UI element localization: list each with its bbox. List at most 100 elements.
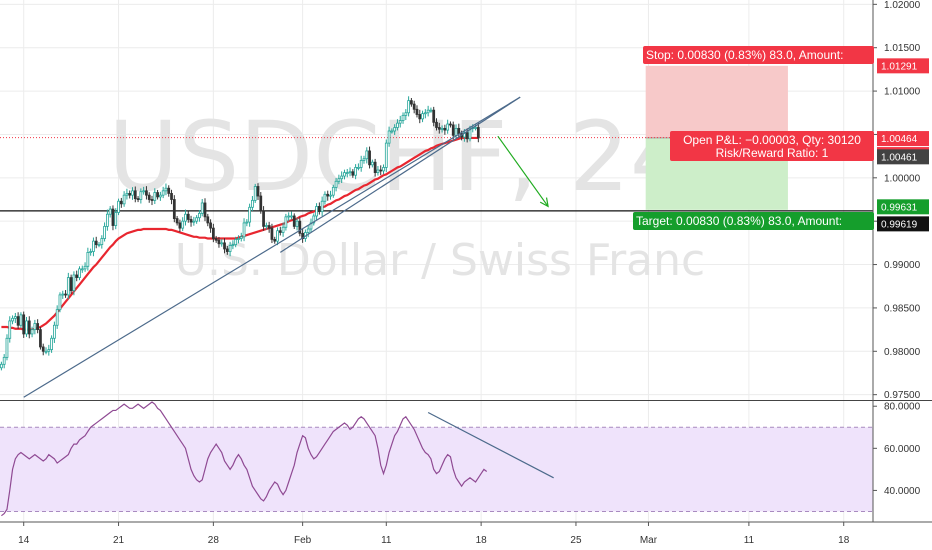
candle xyxy=(203,198,207,222)
rsi-tick-label: 60.0000 xyxy=(884,444,921,455)
stop-label[interactable]: Stop: 0.00830 (0.83%) 83.0, Amount: xyxy=(643,46,874,64)
candles xyxy=(0,96,480,371)
candle xyxy=(33,319,37,335)
candle xyxy=(317,202,321,215)
candle xyxy=(209,219,212,233)
y-tick-label: 1.01000 xyxy=(884,87,921,98)
candle xyxy=(64,290,67,298)
trendline[interactable] xyxy=(23,96,521,398)
current-price-tag: 1.00464 xyxy=(877,131,929,147)
candle xyxy=(117,198,120,216)
candle xyxy=(239,232,243,242)
y-tick-label: 0.99000 xyxy=(884,260,921,271)
candle xyxy=(242,218,246,242)
candle xyxy=(192,216,196,226)
candle xyxy=(368,146,371,169)
candle xyxy=(393,124,397,135)
y-tick-label: 0.98500 xyxy=(884,303,921,314)
candle xyxy=(251,196,254,211)
arrow-head xyxy=(539,197,549,208)
rsi-trendline[interactable] xyxy=(427,411,554,479)
candle xyxy=(256,183,260,201)
candle xyxy=(186,211,190,223)
candle xyxy=(312,213,316,226)
candle xyxy=(228,241,232,257)
trendlines-layer xyxy=(23,96,549,398)
candle xyxy=(432,106,436,127)
candle xyxy=(415,105,419,118)
candle xyxy=(440,125,444,133)
stop-price-tag: 1.01291 xyxy=(877,58,929,74)
candle xyxy=(66,272,70,300)
candle xyxy=(136,196,140,203)
candle xyxy=(133,186,137,203)
arrow-shaft[interactable] xyxy=(497,135,549,207)
candle xyxy=(273,236,277,244)
candle xyxy=(5,334,9,361)
candle xyxy=(298,217,302,237)
candle xyxy=(25,316,28,337)
candle xyxy=(231,240,235,250)
position-labels: Stop: 0.00830 (0.83%) 83.0, Amount: Open … xyxy=(633,46,874,230)
candle xyxy=(13,312,17,324)
trendline[interactable] xyxy=(279,96,521,253)
candle xyxy=(53,321,56,343)
candle xyxy=(145,186,148,200)
candle xyxy=(2,354,6,369)
candle xyxy=(259,192,263,214)
candle xyxy=(78,266,81,281)
candle xyxy=(320,196,324,216)
x-tick-label: 11 xyxy=(381,535,392,546)
candle xyxy=(426,105,430,117)
entry-price-tag: 1.00461 xyxy=(877,149,929,165)
candle xyxy=(446,119,450,134)
candle xyxy=(175,215,179,226)
candle xyxy=(217,236,221,248)
line-price-tag: 0.99619 xyxy=(877,216,929,232)
candle xyxy=(119,197,123,208)
candle xyxy=(158,191,162,201)
candle xyxy=(421,110,424,123)
target-label[interactable]: Target: 0.00830 (0.83%) 83.0, Amount: xyxy=(633,212,874,230)
stop-text: Stop: 0.00830 (0.83%) 83.0, Amount: xyxy=(646,48,843,62)
candle xyxy=(248,203,252,227)
horizontal-line-layer xyxy=(0,137,873,212)
candle xyxy=(331,184,335,198)
candle xyxy=(184,209,187,226)
x-tick-label: 28 xyxy=(208,535,220,546)
target-price-tag: 0.99631 xyxy=(877,199,929,215)
pnl-label[interactable]: Open P&L: −0.00003, Qty: 30120Risk/Rewar… xyxy=(670,131,874,161)
candle xyxy=(55,305,59,329)
candle xyxy=(276,227,279,246)
candle xyxy=(437,122,441,134)
candle xyxy=(153,188,157,205)
candle xyxy=(200,198,204,217)
candle xyxy=(181,217,185,232)
candle xyxy=(334,177,338,192)
candle xyxy=(264,222,268,230)
candle xyxy=(267,221,271,233)
candle xyxy=(214,235,218,243)
candle xyxy=(351,169,355,178)
candle xyxy=(390,128,394,134)
candle xyxy=(348,167,352,177)
watermark-symbol: USDCHF, 240 xyxy=(108,101,752,213)
candle xyxy=(465,128,469,143)
y-tick-label: 0.97500 xyxy=(884,390,921,401)
candle xyxy=(161,186,165,199)
candle xyxy=(47,344,51,356)
candle xyxy=(384,139,388,173)
candle xyxy=(407,96,410,117)
x-tick-label: 14 xyxy=(18,535,30,546)
candle xyxy=(92,237,95,257)
candle xyxy=(340,171,344,184)
candle xyxy=(315,203,318,220)
svg-text:1.00464: 1.00464 xyxy=(881,134,918,145)
candle xyxy=(100,235,104,249)
x-tick-label: 18 xyxy=(838,535,850,546)
candle xyxy=(108,206,112,218)
candle xyxy=(111,205,115,231)
candle xyxy=(156,189,159,200)
